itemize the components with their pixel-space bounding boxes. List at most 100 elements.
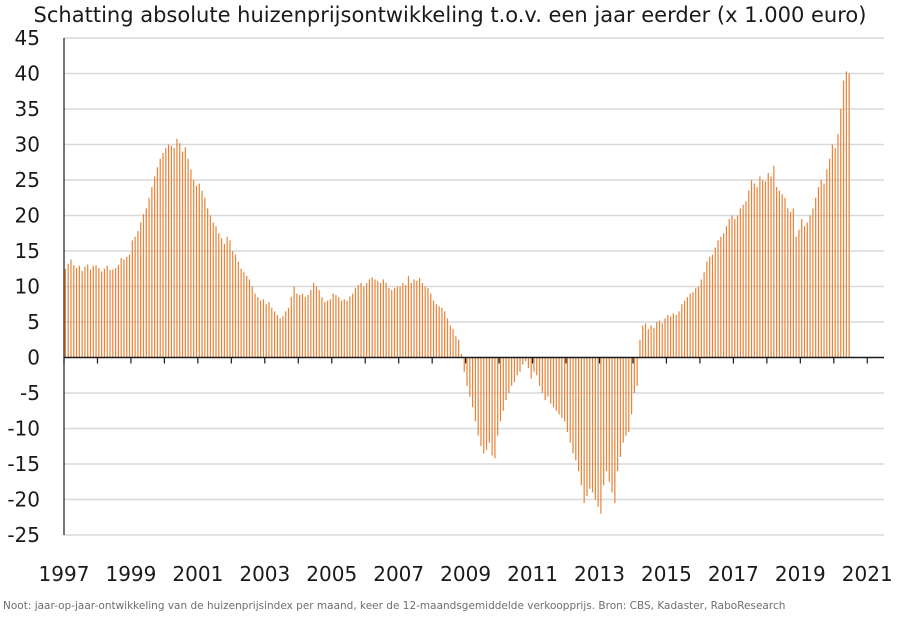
bar	[407, 275, 410, 358]
bar	[572, 357, 574, 454]
bar	[815, 197, 817, 358]
bar	[438, 306, 440, 358]
bar	[798, 229, 800, 358]
bar	[764, 181, 767, 358]
bar	[296, 293, 298, 358]
bar	[541, 357, 543, 393]
bar	[511, 357, 513, 386]
y-tick-label: 0	[27, 346, 40, 370]
bar	[681, 304, 683, 358]
bar	[717, 240, 719, 358]
bar	[324, 302, 326, 358]
bar	[430, 293, 432, 358]
y-tick-label: -10	[7, 417, 40, 441]
bar	[494, 357, 496, 459]
bar	[126, 256, 128, 358]
bar	[268, 302, 270, 358]
bar	[731, 215, 733, 358]
bar	[767, 172, 769, 358]
bar	[299, 295, 301, 358]
y-tick-label: 35	[15, 97, 40, 121]
bar	[243, 272, 245, 358]
bar	[209, 215, 212, 358]
bar	[145, 208, 147, 358]
bar	[826, 169, 828, 358]
bar	[589, 357, 591, 489]
bar	[714, 247, 716, 358]
bar	[254, 293, 256, 358]
bar	[840, 109, 842, 358]
bar	[195, 185, 198, 358]
bar	[128, 254, 131, 358]
bar	[725, 226, 728, 358]
x-tick-label: 2019	[775, 562, 826, 586]
bar	[193, 180, 195, 358]
bar	[452, 329, 454, 358]
bar	[137, 231, 139, 358]
bar	[848, 73, 850, 358]
bar	[577, 357, 580, 472]
bar	[586, 357, 588, 496]
y-tick-label: 10	[15, 275, 40, 299]
bar	[81, 270, 83, 358]
bar	[285, 311, 287, 358]
bar	[474, 357, 476, 422]
bar	[156, 167, 159, 358]
bar	[282, 316, 284, 358]
bar	[675, 314, 677, 358]
bar	[656, 322, 658, 358]
bar	[812, 208, 814, 358]
bar	[142, 214, 145, 358]
bar	[455, 336, 457, 358]
bar	[683, 300, 686, 358]
bar	[524, 357, 527, 362]
bar	[349, 296, 351, 358]
bar	[251, 286, 253, 358]
x-tick-label: 2009	[440, 562, 491, 586]
bar	[502, 357, 504, 411]
bar	[399, 286, 401, 358]
bar	[561, 357, 563, 418]
bar	[321, 297, 323, 358]
bar	[533, 357, 535, 372]
bar	[170, 145, 172, 358]
bar	[377, 280, 379, 358]
bar	[748, 190, 750, 358]
bar	[736, 215, 739, 358]
chart-note: Noot: jaar-op-jaar-ontwikkeling van de h…	[3, 600, 786, 612]
bar	[505, 357, 507, 401]
bar	[809, 215, 811, 358]
bar	[670, 316, 672, 358]
bar	[711, 254, 714, 358]
bar	[427, 287, 429, 358]
bar	[692, 292, 694, 358]
bar	[466, 357, 468, 386]
bar	[463, 357, 465, 372]
bar	[575, 357, 577, 461]
bar	[354, 287, 357, 358]
bar	[477, 357, 479, 436]
bar	[318, 290, 320, 358]
bar	[597, 357, 599, 507]
bar	[335, 295, 337, 358]
bar	[636, 357, 638, 386]
bar	[633, 357, 635, 393]
bar	[441, 307, 443, 358]
bar	[424, 286, 426, 358]
bar	[148, 197, 150, 358]
bar	[262, 299, 265, 358]
bar	[739, 208, 741, 358]
bar	[706, 261, 708, 358]
bar	[734, 219, 736, 358]
bar	[776, 187, 778, 358]
gridlines	[64, 37, 884, 536]
bar	[120, 258, 122, 358]
bar	[218, 233, 220, 358]
bar	[201, 190, 203, 358]
bar	[260, 300, 262, 358]
bar	[469, 357, 471, 397]
bar	[488, 357, 490, 443]
bar	[778, 190, 781, 358]
bar	[265, 304, 267, 358]
bar	[485, 357, 488, 450]
